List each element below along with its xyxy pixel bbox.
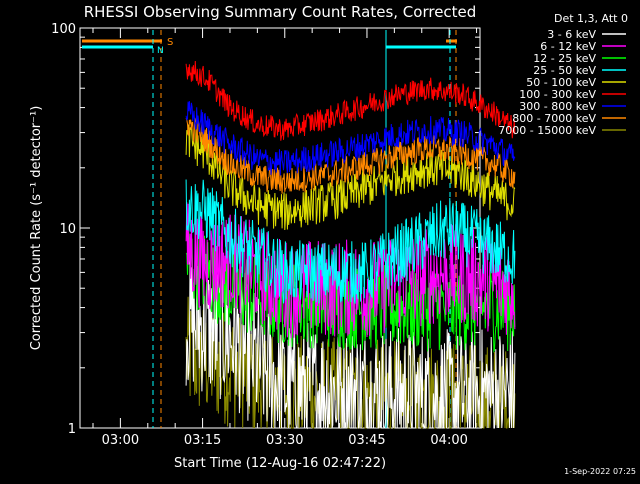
- legend-label: 7000 - 15000 keV: [498, 124, 596, 137]
- legend-label: 25 - 50 keV: [533, 64, 596, 77]
- legend-label: 6 - 12 keV: [540, 40, 596, 53]
- x-tick-label: 03:30: [266, 433, 303, 448]
- night-marker-label: N: [157, 46, 164, 56]
- timestamp-label: 1-Sep-2022 07:25: [564, 467, 636, 476]
- y-axis-label: Corrected Count Rate (s⁻¹ detector⁻¹): [29, 106, 44, 351]
- y-tick-label: 1: [68, 422, 76, 437]
- x-tick-label: 04:00: [430, 433, 467, 448]
- series-line: [185, 228, 516, 354]
- legend-title: Det 1,3, Att 0: [554, 12, 628, 25]
- series-line: [185, 101, 516, 176]
- legend-label: 50 - 100 keV: [526, 76, 596, 89]
- legend-label: 100 - 300 keV: [519, 88, 596, 101]
- x-tick-label: 03:45: [348, 433, 385, 448]
- legend-label: 12 - 25 keV: [533, 52, 596, 65]
- legend-label: 800 - 7000 keV: [512, 112, 596, 125]
- y-tick-label: 100: [51, 22, 76, 37]
- chart-title: RHESSI Observing Summary Count Rates, Co…: [84, 3, 477, 21]
- saa-marker-label: S: [167, 37, 173, 48]
- series-line: [185, 123, 516, 231]
- x-tick-label: 03:00: [102, 433, 139, 448]
- series-group: [185, 60, 516, 430]
- series-line: [185, 179, 516, 304]
- series-line: [185, 60, 516, 141]
- y-tick-label: 10: [59, 222, 76, 237]
- x-axis-label: Start Time (12-Aug-16 02:47:22): [174, 456, 386, 471]
- series-line: [185, 253, 516, 430]
- legend-label: 3 - 6 keV: [547, 28, 596, 41]
- legend-label: 300 - 800 keV: [519, 100, 596, 113]
- x-tick-label: 03:15: [184, 433, 221, 448]
